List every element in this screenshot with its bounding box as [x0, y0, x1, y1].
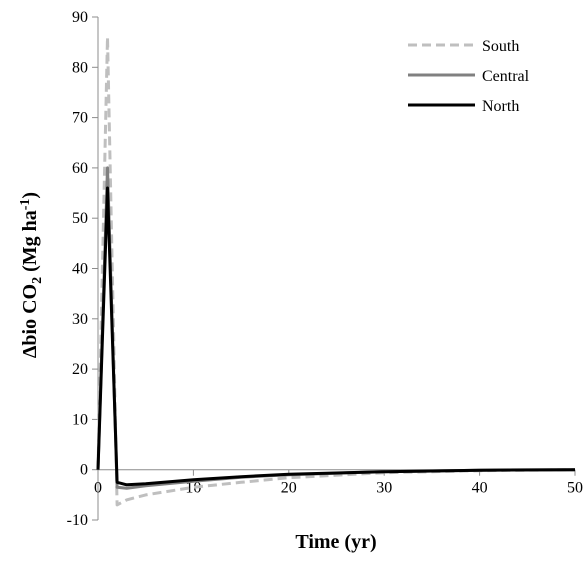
y-axis-title-subscript: 2: [30, 277, 45, 284]
y-tick-label: 70: [72, 110, 88, 127]
y-tick-label: 80: [72, 59, 88, 76]
y-tick-label: 20: [72, 361, 88, 378]
y-tick-label: 40: [72, 261, 88, 278]
y-tick-label: 50: [72, 210, 88, 227]
x-tick-label: 40: [472, 480, 488, 497]
legend-label-north: North: [482, 98, 519, 115]
y-tick-label: 0: [80, 462, 88, 479]
y-tick-label: -10: [67, 512, 88, 529]
y-axis-title-prefix: Δbio CO: [19, 284, 41, 358]
y-axis-title: Δbio CO2 (Mg ha-1): [18, 192, 45, 358]
x-tick-label: 50: [567, 480, 583, 497]
x-axis-title: Time (yr): [295, 531, 376, 553]
legend-label-south: South: [482, 38, 519, 55]
y-tick-label: 30: [72, 311, 88, 328]
axes: [92, 16, 576, 521]
x-tick-label: 0: [94, 480, 102, 497]
series-line-north: [96, 186, 576, 487]
y-tick-label: 60: [72, 160, 88, 177]
x-tick-label: 20: [281, 480, 297, 497]
y-axis-title-close: ): [19, 192, 41, 199]
tick-labels: -10 0 10 20 30 40 50 60 70 80 90 0 10 20 30 40 50: [67, 9, 583, 529]
y-tick-label: 90: [72, 9, 88, 26]
legend-label-central: Central: [482, 68, 530, 85]
series-lines: [96, 35, 576, 507]
y-tick-label: 10: [72, 411, 88, 428]
y-axis-title-superscript: -1: [18, 199, 33, 211]
legend: South Central North: [408, 38, 530, 115]
x-tick-label: 10: [185, 480, 201, 497]
x-tick-label: 30: [376, 480, 392, 497]
y-axis-title-units: (Mg ha: [19, 210, 41, 277]
series-line-central: [96, 166, 576, 490]
